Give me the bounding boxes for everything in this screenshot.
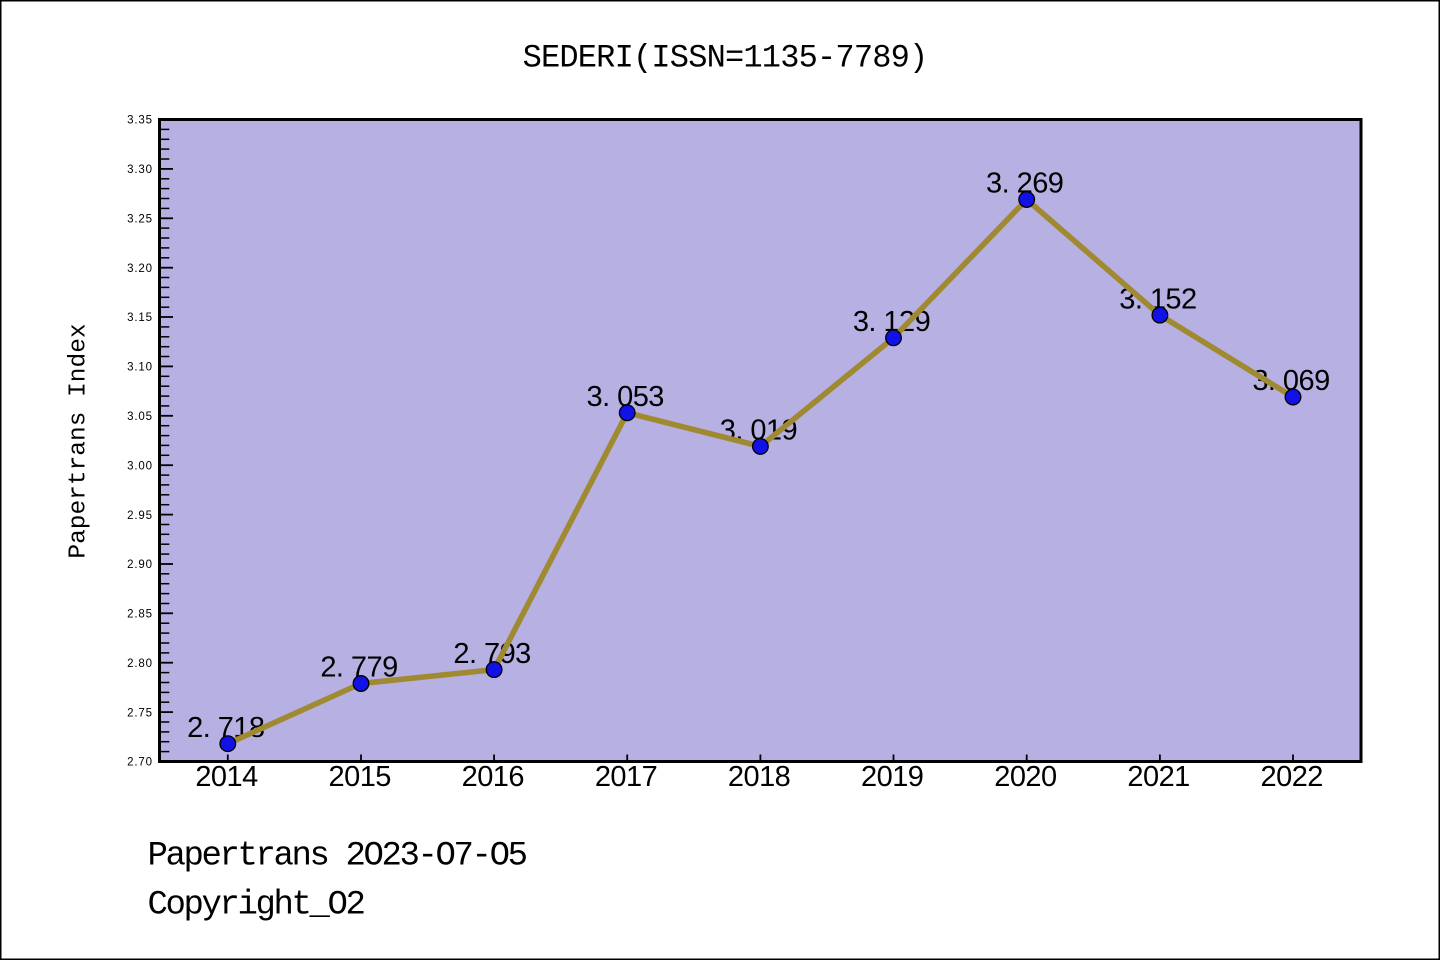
svg-text:3.05: 3.05 <box>127 411 153 423</box>
svg-text:2.80: 2.80 <box>127 658 153 670</box>
svg-text:2022: 2022 <box>1261 761 1323 793</box>
svg-text:2015: 2015 <box>329 761 391 793</box>
svg-text:2019: 2019 <box>861 761 923 793</box>
svg-text:3.30: 3.30 <box>127 164 153 176</box>
svg-text:2.85: 2.85 <box>127 609 153 621</box>
svg-text:2.70: 2.70 <box>127 757 153 769</box>
svg-text:2.95: 2.95 <box>127 510 153 522</box>
svg-text:2020: 2020 <box>994 761 1056 793</box>
svg-text:2021: 2021 <box>1127 761 1189 793</box>
svg-text:2018: 2018 <box>728 761 790 793</box>
svg-text:2016: 2016 <box>462 761 524 793</box>
svg-text:2017: 2017 <box>595 761 657 793</box>
svg-text:SEDERI(ISSN=1135-7789): SEDERI(ISSN=1135-7789) <box>523 39 928 76</box>
svg-text:3.10: 3.10 <box>127 362 153 374</box>
svg-text:3.20: 3.20 <box>127 263 153 275</box>
svg-text:2014: 2014 <box>195 761 258 793</box>
svg-text:2.75: 2.75 <box>127 707 153 719</box>
svg-text:3.25: 3.25 <box>127 214 153 226</box>
svg-text:3.00: 3.00 <box>127 460 153 472</box>
svg-text:Papertrans Index: Papertrans Index <box>66 323 93 558</box>
svg-text:3.15: 3.15 <box>127 312 153 324</box>
svg-text:2.90: 2.90 <box>127 559 153 571</box>
svg-text:Copyright_O2: Copyright_O2 <box>148 886 364 924</box>
svg-text:Papertrans 2O23-O7-O5: Papertrans 2O23-O7-O5 <box>148 838 527 876</box>
svg-text:3.35: 3.35 <box>127 115 153 127</box>
